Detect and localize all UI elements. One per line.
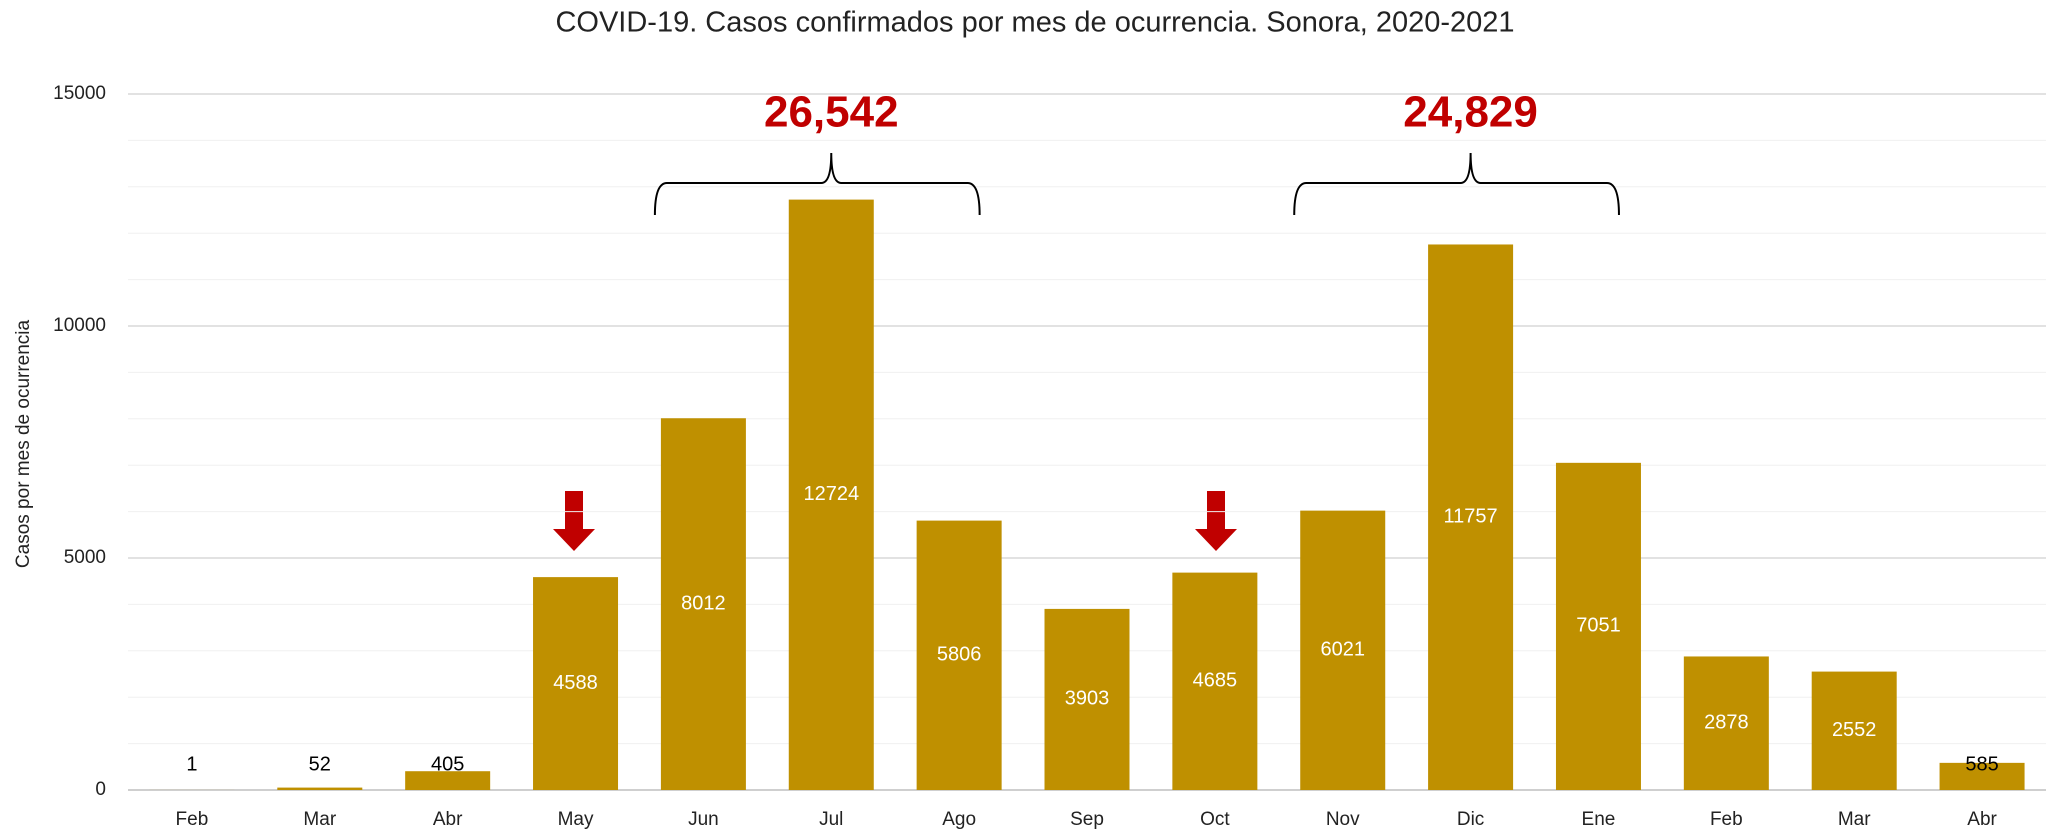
data-label: 8012 (681, 592, 726, 614)
x-tick-label: Nov (1326, 809, 1360, 830)
data-label: 1 (186, 753, 197, 775)
bar (277, 788, 362, 790)
x-tick-label: Feb (1710, 809, 1743, 830)
x-tick-label: Mar (303, 809, 336, 830)
x-tick-label: Oct (1200, 809, 1230, 830)
x-tick-label: Jul (819, 809, 843, 830)
data-label: 3903 (1065, 688, 1110, 710)
x-tick-label: Jun (688, 809, 719, 830)
data-label: 12724 (803, 483, 859, 505)
x-tick-label: Ene (1582, 809, 1616, 830)
bracket (1294, 153, 1619, 215)
data-label: 2552 (1832, 719, 1877, 741)
y-axis-label: Casos por mes de ocurrencia (13, 319, 34, 568)
arrows (553, 491, 1237, 551)
data-label: 4685 (1193, 670, 1238, 692)
y-tick-label: 15000 (53, 83, 106, 104)
data-label: 4588 (553, 672, 598, 694)
data-label: 585 (1965, 753, 1998, 775)
x-tick-label: Dic (1457, 809, 1484, 830)
chart-title: COVID-19. Casos confirmados por mes de o… (555, 7, 1514, 39)
arrow (553, 491, 595, 551)
x-tick-label: Mar (1838, 809, 1871, 830)
data-label: 11757 (1444, 506, 1498, 528)
y-tick-label: 10000 (53, 315, 106, 336)
y-tick-label: 5000 (64, 547, 106, 568)
data-label: 405 (431, 753, 464, 775)
x-tick-label: Abr (433, 809, 463, 830)
data-label: 52 (309, 753, 331, 775)
x-tick-label: Feb (176, 809, 209, 830)
x-tick-label: Ago (942, 809, 976, 830)
data-label: 6021 (1320, 639, 1365, 661)
annotation: 26,542 (764, 88, 899, 137)
arrow (1195, 491, 1237, 551)
x-tick-label: May (558, 809, 594, 830)
data-label: 5806 (937, 644, 982, 666)
annotation: 24,829 (1403, 88, 1538, 137)
data-label: 7051 (1576, 615, 1621, 637)
x-tick-label: Sep (1070, 809, 1104, 830)
data-label: 2878 (1704, 712, 1749, 734)
x-tick-label: Abr (1967, 809, 1997, 830)
y-tick-label: 0 (95, 779, 106, 800)
